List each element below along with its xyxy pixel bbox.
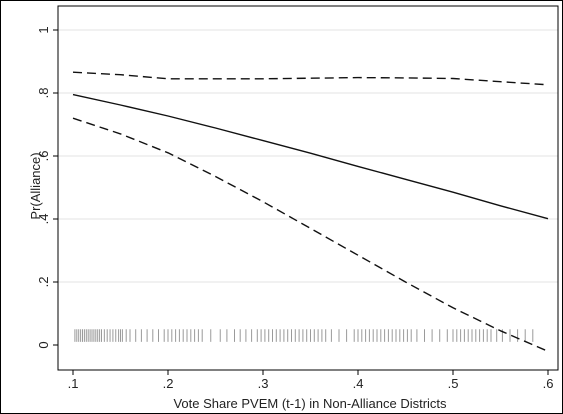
y-tick-label-4: .8 [36,88,51,99]
y-axis-title: Pr(Alliance) [28,152,43,219]
y-tick-label-5: 1 [36,26,51,33]
series-line-2-dashed [72,117,549,352]
series-line-0-solid [72,93,549,220]
x-tick-label-3: .4 [353,376,364,391]
plot-region-border [57,5,559,371]
x-axis-title: Vote Share PVEM (t-1) in Non-Alliance Di… [173,396,447,411]
x-tick-label-1: .2 [163,376,174,391]
rug-marks [74,329,534,342]
y-axis-ticks: 0 .2 .4 .6 .8 1 [36,26,58,349]
series-line-1-dashed [72,71,549,86]
axes [57,5,559,371]
x-axis-ticks: .1 .2 .3 .4 .5 .6 [68,370,554,391]
x-tick-label-5: .6 [543,376,554,391]
x-tick-label-0: .1 [68,376,79,391]
y-tick-label-0: 0 [36,341,51,348]
series-lines [72,71,549,352]
x-tick-label-2: .3 [258,376,269,391]
y-tick-label-1: .2 [36,277,51,288]
x-tick-label-4: .5 [448,376,459,391]
gridlines [58,29,558,283]
y-tick-label-2: .4 [36,214,51,225]
y-tick-label-3: .6 [36,151,51,162]
